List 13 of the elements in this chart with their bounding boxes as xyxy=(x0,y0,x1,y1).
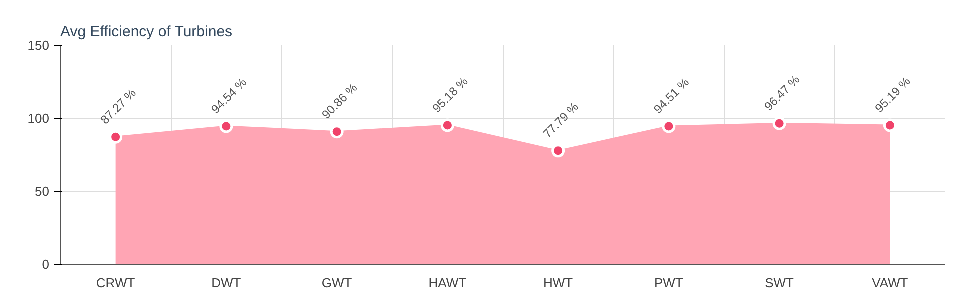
x-tick-label: GWT xyxy=(322,276,352,290)
x-tick-label: HWT xyxy=(544,276,574,290)
y-tick-label: 150 xyxy=(28,38,50,53)
y-tick-label: 100 xyxy=(28,111,50,126)
x-tick-label: CRWT xyxy=(96,276,136,290)
y-tick-label: 0 xyxy=(42,257,50,272)
x-tick-label: VAWT xyxy=(872,276,908,290)
x-tick-label: PWT xyxy=(654,276,684,290)
x-tick-label: DWT xyxy=(212,276,242,290)
chart-title: Avg Efficiency of Turbines xyxy=(60,24,233,40)
x-tick-label: HAWT xyxy=(428,276,467,290)
y-tick-label: 50 xyxy=(35,184,50,199)
x-tick-label: SWT xyxy=(765,276,794,290)
